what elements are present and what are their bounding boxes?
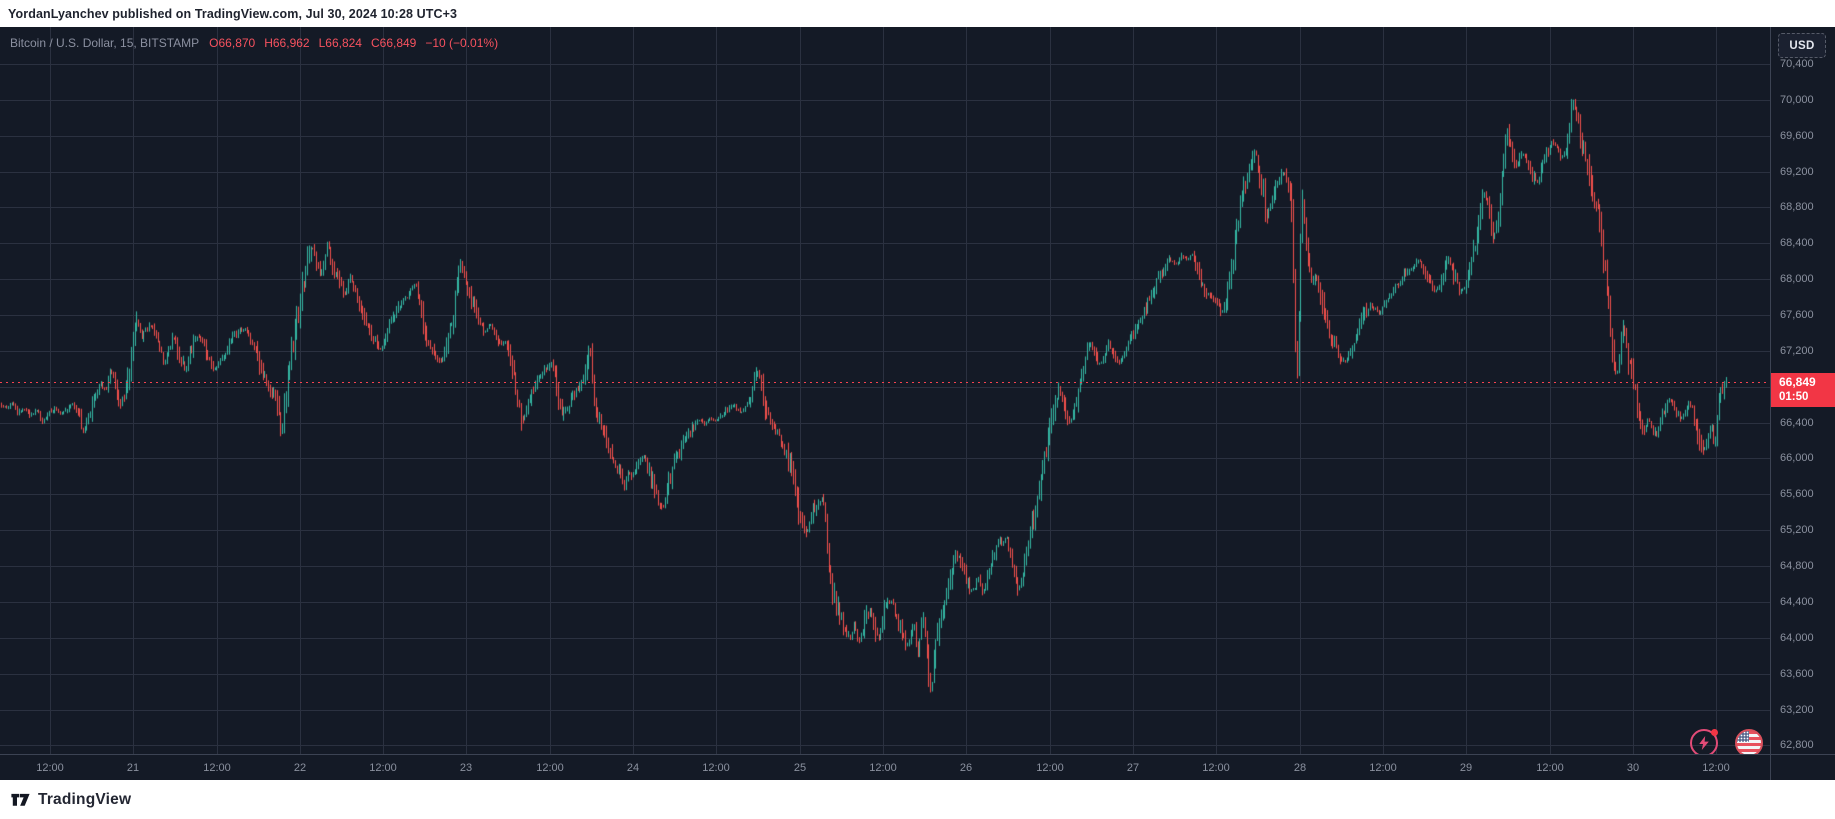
date-tick-label: 23 <box>459 762 473 774</box>
price-tick-label: 67,600 <box>1780 309 1814 321</box>
price-tick-label: 62,800 <box>1780 739 1814 751</box>
price-tick-label: 63,200 <box>1780 704 1814 716</box>
current-price-value: 66,849 <box>1779 375 1816 389</box>
date-tick-label: 22 <box>293 762 307 774</box>
chart-shell: Bitcoin / U.S. Dollar, 15, BITSTAMP O66,8… <box>0 27 1835 780</box>
price-tick-label: 65,600 <box>1780 488 1814 500</box>
date-tick-label: 21 <box>126 762 140 774</box>
time-tick-label: 12:00 <box>1202 762 1230 774</box>
time-tick-label: 12:00 <box>1036 762 1064 774</box>
flag-canton <box>1737 731 1749 742</box>
ohlc-values: O66,870 H66,962 L66,824 C66,849 −10 (−0.01%) <box>209 36 507 50</box>
price-tick-label: 67,200 <box>1780 345 1814 357</box>
date-tick-label: 26 <box>959 762 973 774</box>
price-tick-label: 69,200 <box>1780 166 1814 178</box>
time-tick-label: 12:00 <box>1369 762 1397 774</box>
tradingview-brand-text[interactable]: TradingView <box>38 790 132 808</box>
price-tick-label: 63,600 <box>1780 668 1814 680</box>
time-tick-label: 12:00 <box>1536 762 1564 774</box>
price-tick-label: 64,800 <box>1780 560 1814 572</box>
price-tick-label: 65,200 <box>1780 524 1814 536</box>
time-tick-label: 12:00 <box>536 762 564 774</box>
ohlc-value: −10 (−0.01%) <box>425 36 499 50</box>
tradingview-logo-icon[interactable] <box>10 789 31 810</box>
time-tick-label: 12:00 <box>702 762 730 774</box>
time-tick-label: 12:00 <box>869 762 897 774</box>
date-tick-label: 30 <box>1626 762 1640 774</box>
time-tick-label: 12:00 <box>36 762 64 774</box>
attribution-bar: YordanLyanchev published on TradingView.… <box>0 0 1835 27</box>
ohlc-value: H66,962 <box>264 36 310 50</box>
bar-countdown: 01:50 <box>1779 391 1809 403</box>
price-tick-label: 66,400 <box>1780 417 1814 429</box>
price-tick-label: 70,000 <box>1780 94 1814 106</box>
price-tick-label: 68,400 <box>1780 237 1814 249</box>
chart-plot-area[interactable]: Bitcoin / U.S. Dollar, 15, BITSTAMP O66,8… <box>0 27 1770 754</box>
lightning-bolt-glyph <box>1699 736 1709 750</box>
axis-corner <box>1770 754 1835 780</box>
price-tick-label: 64,400 <box>1780 596 1814 608</box>
time-tick-label: 12:00 <box>1702 762 1730 774</box>
price-tick-label: 64,000 <box>1780 632 1814 644</box>
date-tick-label: 29 <box>1459 762 1473 774</box>
price-tick-label: 68,000 <box>1780 273 1814 285</box>
price-tick-label: 70,400 <box>1780 58 1814 70</box>
notification-dot <box>1711 729 1718 736</box>
price-tick-label: 69,600 <box>1780 130 1814 142</box>
floating-badges <box>1690 729 1763 754</box>
price-axis[interactable]: USD 70,400 70,000 69,600 69,200 68,800 68,400… <box>1770 27 1835 754</box>
current-price-dotted-line <box>0 382 1770 383</box>
price-tick-label: 68,800 <box>1780 201 1814 213</box>
date-tick-label: 25 <box>793 762 807 774</box>
date-tick-label: 28 <box>1293 762 1307 774</box>
footer-bar: TradingView <box>0 780 1835 819</box>
time-tick-label: 12:00 <box>369 762 397 774</box>
ohlc-value: C66,849 <box>370 36 417 50</box>
date-tick-label: 27 <box>1126 762 1140 774</box>
ohlc-value: O66,870 <box>209 36 256 50</box>
streak-lightning-icon[interactable] <box>1690 729 1718 754</box>
time-tick-label: 12:00 <box>203 762 231 774</box>
currency-toggle-button[interactable]: USD <box>1778 33 1826 58</box>
symbol-description: Bitcoin / U.S. Dollar, 15, BITSTAMP <box>10 36 200 50</box>
ohlc-value: L66,824 <box>318 36 362 50</box>
symbol-legend: Bitcoin / U.S. Dollar, 15, BITSTAMP O66,8… <box>10 36 507 50</box>
candlestick-canvas[interactable] <box>0 27 1770 754</box>
us-flag-icon[interactable] <box>1735 729 1763 754</box>
current-price-tag: 66,849 01:50 <box>1771 373 1835 407</box>
price-tick-label: 66,000 <box>1780 452 1814 464</box>
attribution-text: YordanLyanchev published on TradingView.… <box>8 6 458 21</box>
time-axis[interactable]: 12:00 21 12:00 22 12:00 23 12:00 24 12:00 25 12:00… <box>0 754 1770 780</box>
date-tick-label: 24 <box>626 762 640 774</box>
